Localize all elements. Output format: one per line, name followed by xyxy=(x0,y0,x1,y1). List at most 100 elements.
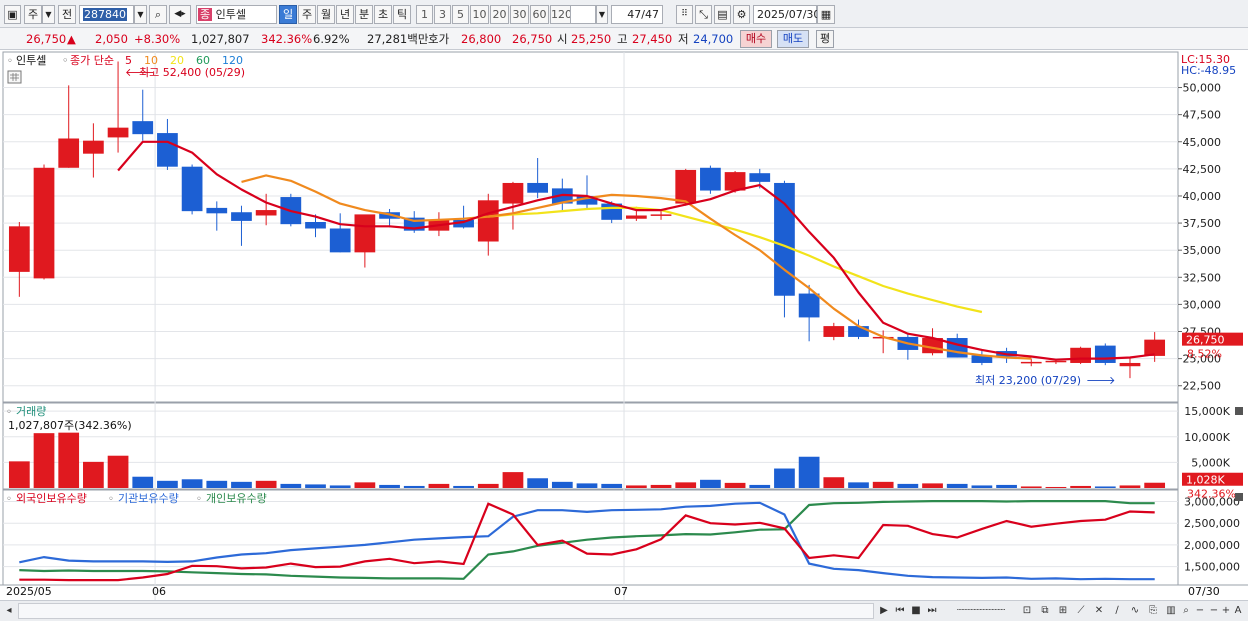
institution-holding-label: 기관보유수량 xyxy=(118,492,179,505)
volume-pane-close-icon[interactable] xyxy=(1235,407,1243,415)
period-button[interactable]: 분 xyxy=(355,5,373,24)
volume-bar xyxy=(132,476,154,488)
code-dropdown-icon[interactable]: ▼ xyxy=(134,5,147,24)
trend-icon[interactable]: ⟋ xyxy=(1077,605,1085,616)
fast-forward-icon[interactable]: ⏭ xyxy=(927,605,937,616)
candle-body xyxy=(107,127,129,138)
candle-body xyxy=(206,207,228,214)
holding-dot-icon: ◦ xyxy=(6,494,12,505)
save-icon[interactable]: ▤ xyxy=(714,5,731,24)
table-toggle-icon[interactable] xyxy=(7,70,22,84)
candle-body xyxy=(305,221,326,229)
scroll-left-icon[interactable]: ◂ xyxy=(6,605,12,616)
holding-tick-label: 3,000,000 xyxy=(1184,496,1240,509)
buy-button[interactable]: 매수 xyxy=(740,30,772,48)
holding-pane-close-icon[interactable] xyxy=(1235,493,1243,501)
volume-bar xyxy=(502,472,524,488)
volume-bar xyxy=(675,482,697,488)
price-tick-label: 40,000 xyxy=(1183,190,1222,203)
sell-button[interactable]: 매도 xyxy=(777,30,809,48)
split-icon[interactable]: ⊞ xyxy=(1058,605,1068,616)
price-tick-label: 37,500 xyxy=(1183,217,1222,230)
stock-name-field[interactable]: 종 인투셀 xyxy=(196,5,277,24)
jeon-button[interactable]: 전 xyxy=(58,5,76,24)
zoom-slider[interactable]: ┈┈┈┈┈┈┈┈ xyxy=(956,605,1006,616)
interval-dropdown-icon[interactable]: ▼ xyxy=(596,5,608,24)
candle-body xyxy=(848,326,869,337)
volume-bar xyxy=(1045,486,1067,488)
volume-bar xyxy=(1119,485,1141,488)
bottom-scrollbar: ◂ ▶ ⏮ ■ ⏭ ┈┈┈┈┈┈┈┈ ⊡ ⧉ ⊞ ⟋ ✕ ∕ ∿ ⎘ ▥ ⌕ −… xyxy=(0,600,1248,621)
period-button[interactable]: 틱 xyxy=(393,5,411,24)
interval-button[interactable]: 30 xyxy=(510,5,529,24)
candle-body xyxy=(1094,345,1116,363)
date-input[interactable]: 2025/07/30 xyxy=(753,5,820,24)
copy-icon[interactable]: ⎘ xyxy=(1149,605,1157,616)
table-grid-icon xyxy=(10,73,19,81)
grid-icon[interactable]: ⠿ xyxy=(676,5,693,24)
volume-bar xyxy=(922,483,943,488)
current-price: 26,750 xyxy=(26,32,67,46)
wave-icon[interactable]: ∿ xyxy=(1130,605,1140,616)
gear-icon[interactable]: ⚙ xyxy=(733,5,750,24)
volume-bar xyxy=(527,478,549,488)
candle-body xyxy=(625,215,647,219)
interval-button[interactable]: 5 xyxy=(452,5,469,24)
scroll-track[interactable] xyxy=(18,603,874,619)
magnifier-icon[interactable]: ⌕ xyxy=(1183,605,1189,616)
volume-bar xyxy=(231,481,252,488)
calendar-icon[interactable]: ▦ xyxy=(817,5,835,24)
window-icon[interactable]: ▣ xyxy=(4,5,21,24)
volume-bar xyxy=(181,479,203,488)
ma20-line xyxy=(488,206,983,314)
volume-bar xyxy=(1094,486,1116,488)
holding-tick-label: 2,000,000 xyxy=(1184,539,1240,552)
volume-dot-icon: ◦ xyxy=(6,407,12,418)
volume-bar xyxy=(83,461,104,488)
play-icon[interactable]: ▶ xyxy=(880,605,888,616)
turnover-percent: 6.92% xyxy=(313,32,350,46)
interval-button[interactable]: 120 xyxy=(550,5,572,24)
period-button[interactable]: 일 xyxy=(279,5,297,24)
plus-icon[interactable]: + xyxy=(1221,605,1231,616)
period-select[interactable]: 주 xyxy=(24,5,42,24)
chevron-down-icon[interactable]: ▼ xyxy=(42,5,55,24)
foreign-holding-line xyxy=(19,502,1155,582)
candle-body xyxy=(132,121,154,135)
holding-pane xyxy=(19,500,1155,582)
interval-button[interactable]: 1 xyxy=(416,5,433,24)
layout-icon[interactable]: ⧉ xyxy=(1041,605,1049,616)
period-button[interactable]: 주 xyxy=(298,5,316,24)
candle-body xyxy=(58,138,80,168)
candle-body xyxy=(33,167,55,279)
zoom-out-icon[interactable]: − xyxy=(1195,605,1205,616)
high-price: 27,450 xyxy=(632,32,673,46)
interval-button[interactable]: 20 xyxy=(490,5,509,24)
stock-chart[interactable]: 50,000 47,500 45,000 42,500 40,000 37,500 35,0… xyxy=(0,50,1248,600)
minus-icon[interactable]: − xyxy=(1209,605,1219,616)
ma-legend: 5 10 20 60 120 xyxy=(125,54,243,67)
period-button[interactable]: 초 xyxy=(374,5,392,24)
interval-input[interactable] xyxy=(570,5,596,24)
period-button[interactable]: 월 xyxy=(317,5,335,24)
rewind-icon[interactable]: ⏮ xyxy=(895,605,905,616)
font-size-icon[interactable]: A xyxy=(1234,605,1242,616)
search-icon[interactable]: ⌕ xyxy=(149,5,167,24)
candle-body xyxy=(749,173,771,182)
speaker-icon[interactable]: ◀▸ xyxy=(169,5,191,24)
stop-icon[interactable]: ■ xyxy=(911,605,921,616)
interval-button[interactable]: 3 xyxy=(434,5,451,24)
cross-icon[interactable]: ✕ xyxy=(1094,605,1104,616)
interval-button[interactable]: 10 xyxy=(470,5,489,24)
period-button[interactable]: 년 xyxy=(336,5,354,24)
candle-body xyxy=(453,219,474,228)
zoom-box-icon[interactable]: ⊡ xyxy=(1022,605,1032,616)
line-tool-icon[interactable]: ∕ xyxy=(1115,605,1119,616)
interval-button[interactable]: 60 xyxy=(530,5,549,24)
chart-icon[interactable]: ▥ xyxy=(1166,605,1176,616)
volume-bar xyxy=(8,461,30,488)
draw-tool-icon[interactable]: ⤡ xyxy=(695,5,712,24)
volume-bar xyxy=(1070,485,1091,488)
eval-button[interactable]: 평 xyxy=(816,30,834,48)
stock-code-input[interactable]: 287840 xyxy=(79,5,134,24)
